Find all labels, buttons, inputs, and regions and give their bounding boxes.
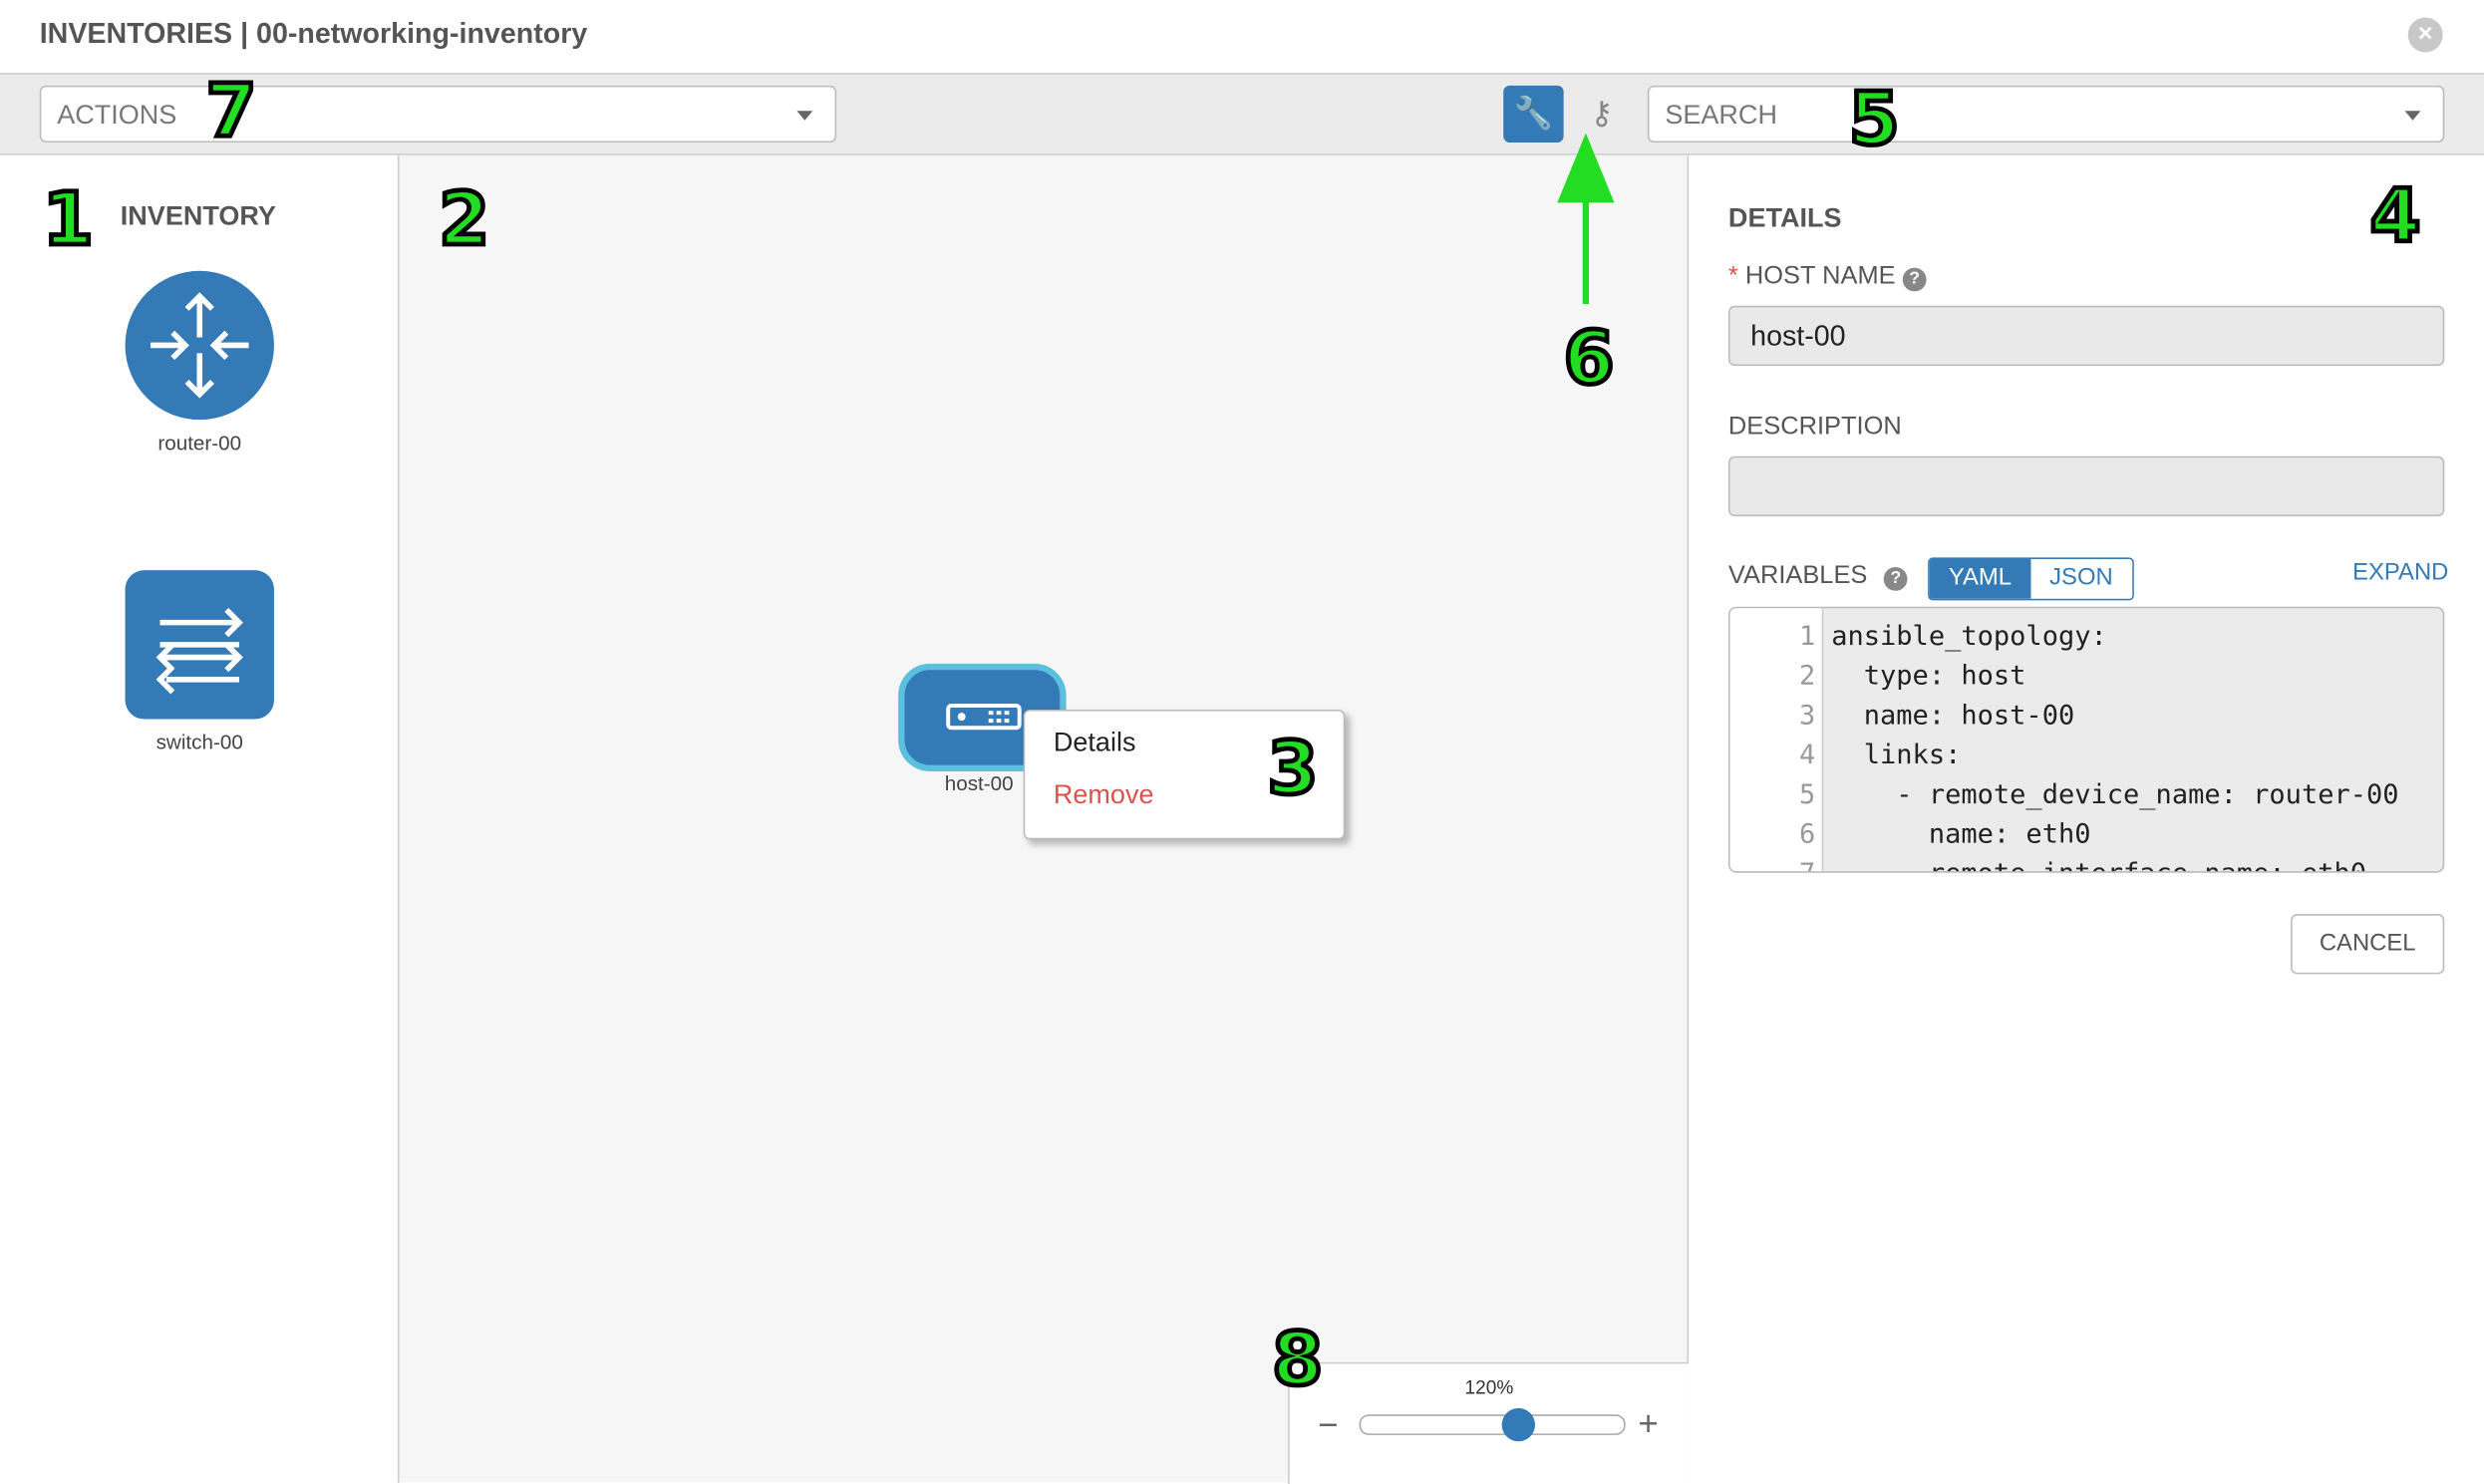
code-line: ansible_topology: [1831,621,2107,653]
router-icon[interactable] [125,270,274,421]
host-name-label: HOST NAME [1744,262,1896,290]
chevron-down-icon [796,111,813,121]
code-line: links: [1831,740,1962,771]
code-line: name: host-00 [1831,700,2075,733]
help-icon[interactable]: ? [1884,566,1908,591]
annotation-4: 4 [2367,172,2423,259]
actions-dropdown[interactable]: ACTIONS [39,85,837,144]
variables-label: VARIABLES [1727,562,1868,590]
sidebar-item-router-00[interactable]: router-00 [157,431,242,455]
context-menu: Details Remove [1023,710,1346,840]
code-line: type: host [1831,660,2026,693]
annotation-5: 5 [1846,76,1902,162]
chevron-down-icon [2404,111,2421,121]
cancel-button[interactable]: CANCEL [2291,914,2445,975]
format-toggle: YAML JSON [1928,557,2134,601]
line-number: 1 [1799,621,1816,653]
line-number: 4 [1799,740,1816,771]
line-number: 7 [1730,855,1815,871]
actions-label: ACTIONS [57,100,177,131]
zoom-in-button[interactable]: + [1638,1403,1659,1443]
host-node-label: host-00 [944,770,1014,795]
line-number: 3 [1799,700,1816,733]
sidebar-title: INVENTORY [120,200,276,232]
json-toggle[interactable]: JSON [2030,559,2132,599]
annotation-8: 8 [1270,1316,1326,1402]
annotation-arrow-icon [1557,133,1615,305]
zoom-level: 120% [1464,1376,1514,1399]
wrench-icon[interactable]: 🔧 [1503,85,1564,144]
key-icon[interactable]: ⚷ [1590,96,1614,132]
annotation-6: 6 [1561,315,1617,402]
sidebar-item-switch-00[interactable]: switch-00 [155,730,243,754]
yaml-toggle[interactable]: YAML [1929,559,2031,599]
description-input[interactable] [1727,455,2445,517]
switch-icon[interactable] [125,570,274,720]
help-icon[interactable]: ? [1902,267,1927,292]
host-server-icon [946,704,1022,731]
zoom-slider[interactable] [1359,1414,1626,1435]
details-title: DETAILS [1727,202,1842,233]
description-label: DESCRIPTION [1727,413,1902,441]
line-number: 6 [1799,818,1816,851]
inventory-sidebar: INVENTORY router-00 switch-00 [0,154,400,1483]
zoom-out-button[interactable]: − [1318,1404,1339,1445]
search-label: SEARCH [1665,100,1777,131]
line-gutter [1729,608,1824,872]
code-line: - remote_device_name: router-00 [1831,778,2399,811]
annotation-7: 7 [203,68,259,154]
zoom-slider-handle[interactable] [1501,1407,1536,1442]
code-line: remote_interface_name: eth0 [1831,855,2366,871]
annotation-3: 3 [1265,725,1321,811]
zoom-control: 120% − + [1288,1361,1690,1484]
menu-item-details[interactable]: Details [1053,727,1136,757]
close-icon[interactable]: × [2407,17,2443,53]
annotation-1: 1 [41,175,97,262]
line-number: 2 [1799,660,1816,693]
line-number: 5 [1799,778,1816,811]
host-name-input[interactable]: host-00 [1727,305,2445,367]
annotation-2: 2 [437,175,492,262]
menu-item-remove[interactable]: Remove [1053,778,1154,810]
code-line: name: eth0 [1831,818,2091,851]
expand-link[interactable]: EXPAND [2352,559,2449,587]
search-dropdown[interactable]: SEARCH [1647,85,2445,144]
required-asterisk: * [1727,262,1745,290]
page-title: INVENTORIES | 00-networking-inventory [39,17,588,50]
variables-editor[interactable]: 1 ansible_topology: 2 type: host 3 name: ho… [1727,606,2445,873]
